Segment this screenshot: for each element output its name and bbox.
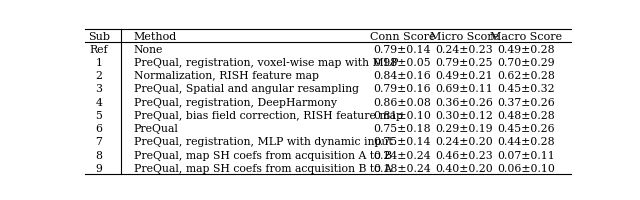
Text: Conn Score: Conn Score (370, 32, 435, 42)
Text: 0.36±0.26: 0.36±0.26 (435, 97, 493, 107)
Text: 0.79±0.16: 0.79±0.16 (374, 84, 431, 94)
Text: 0.86±0.08: 0.86±0.08 (374, 97, 431, 107)
Text: 9: 9 (95, 163, 102, 173)
Text: 0.18±0.24: 0.18±0.24 (374, 163, 431, 173)
Text: Sub: Sub (88, 32, 110, 42)
Text: Normalization, RISH feature map: Normalization, RISH feature map (134, 71, 319, 81)
Text: 2: 2 (95, 71, 102, 81)
Text: 0.07±0.11: 0.07±0.11 (497, 150, 556, 160)
Text: PreQual: PreQual (134, 123, 179, 133)
Text: 6: 6 (95, 123, 102, 133)
Text: Method: Method (134, 32, 177, 42)
Text: 0.24±0.20: 0.24±0.20 (436, 137, 493, 147)
Text: 5: 5 (95, 110, 102, 120)
Text: 0.98±0.05: 0.98±0.05 (374, 58, 431, 68)
Text: 0.45±0.32: 0.45±0.32 (497, 84, 556, 94)
Text: 0.62±0.28: 0.62±0.28 (497, 71, 556, 81)
Text: PreQual, registration, DeepHarmony: PreQual, registration, DeepHarmony (134, 97, 337, 107)
Text: 0.40±0.20: 0.40±0.20 (436, 163, 493, 173)
Text: 0.84±0.16: 0.84±0.16 (374, 71, 431, 81)
Text: Macro Score: Macro Score (490, 32, 563, 42)
Text: None: None (134, 44, 163, 54)
Text: PreQual, map SH coefs from acquisition B to A: PreQual, map SH coefs from acquisition B… (134, 163, 392, 173)
Text: PreQual, map SH coefs from acquisition A to B: PreQual, map SH coefs from acquisition A… (134, 150, 392, 160)
Text: 0.30±0.12: 0.30±0.12 (435, 110, 493, 120)
Text: 4: 4 (95, 97, 102, 107)
Text: 0.81±0.10: 0.81±0.10 (374, 110, 431, 120)
Text: PreQual, registration, voxel-wise map with MLP: PreQual, registration, voxel-wise map wi… (134, 58, 398, 68)
Text: PreQual, registration, MLP with dynamic input: PreQual, registration, MLP with dynamic … (134, 137, 392, 147)
Text: 0.48±0.28: 0.48±0.28 (497, 110, 556, 120)
Text: PreQual, Spatial and angular resampling: PreQual, Spatial and angular resampling (134, 84, 358, 94)
Text: 0.45±0.26: 0.45±0.26 (497, 123, 556, 133)
Text: 0.49±0.21: 0.49±0.21 (436, 71, 493, 81)
Text: 0.46±0.23: 0.46±0.23 (436, 150, 493, 160)
Text: 0.75±0.18: 0.75±0.18 (374, 123, 431, 133)
Text: 3: 3 (95, 84, 102, 94)
Text: 1: 1 (95, 58, 102, 68)
Text: PreQual, bias field correction, RISH feature map: PreQual, bias field correction, RISH fea… (134, 110, 403, 120)
Text: 0.06±0.10: 0.06±0.10 (497, 163, 556, 173)
Text: 0.75±0.14: 0.75±0.14 (374, 137, 431, 147)
Text: 0.37±0.26: 0.37±0.26 (497, 97, 556, 107)
Text: 0.69±0.11: 0.69±0.11 (436, 84, 493, 94)
Text: 0.24±0.24: 0.24±0.24 (374, 150, 431, 160)
Text: 0.24±0.23: 0.24±0.23 (436, 44, 493, 54)
Text: 0.79±0.14: 0.79±0.14 (374, 44, 431, 54)
Text: 0.70±0.29: 0.70±0.29 (497, 58, 556, 68)
Text: 0.44±0.28: 0.44±0.28 (497, 137, 556, 147)
Text: 8: 8 (95, 150, 102, 160)
Text: 0.29±0.19: 0.29±0.19 (436, 123, 493, 133)
Text: 7: 7 (95, 137, 102, 147)
Text: Ref: Ref (90, 44, 108, 54)
Text: 0.79±0.25: 0.79±0.25 (436, 58, 493, 68)
Text: 0.49±0.28: 0.49±0.28 (497, 44, 556, 54)
Text: Micro Score: Micro Score (430, 32, 499, 42)
